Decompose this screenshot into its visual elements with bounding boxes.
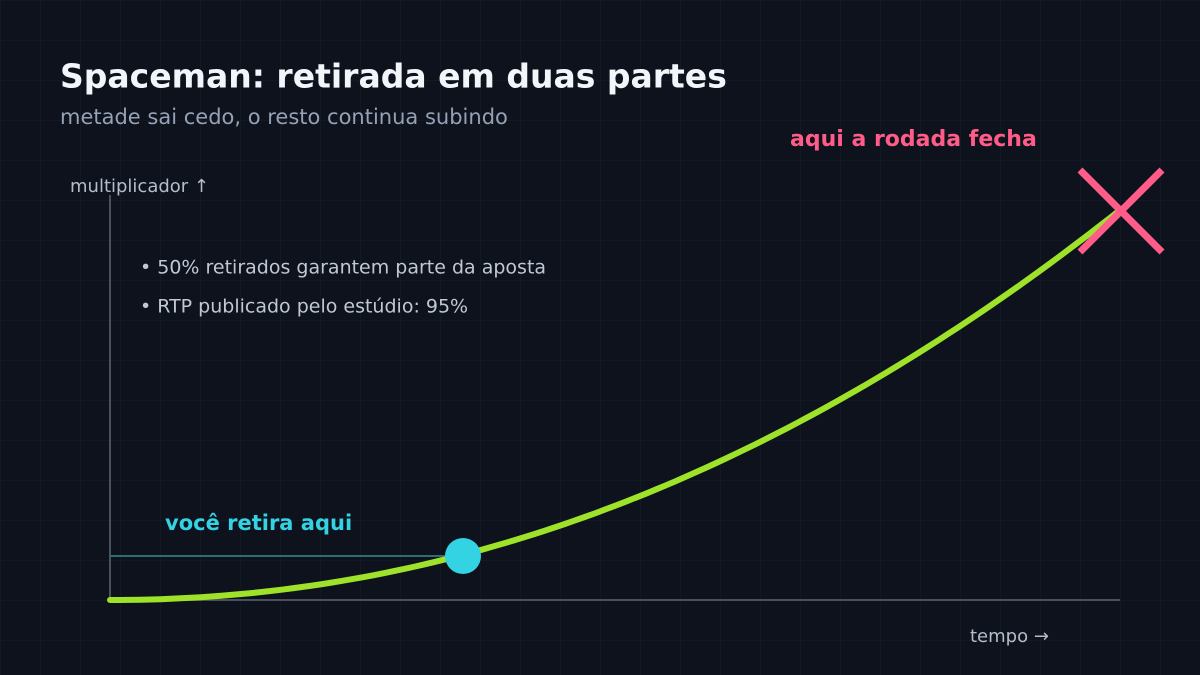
note: • RTP publicado pelo estúdio: 95% [140,296,468,318]
multiplier-curve [107,207,1123,603]
cashout-label: você retira aqui [165,511,352,535]
y-axis-label: multiplicador ↑ [70,176,209,197]
x-axis-label: tempo → [970,626,1049,647]
crash-label: aqui a rodada fecha [790,127,1037,152]
note: • 50% retirados garantem parte da aposta [140,257,546,279]
crash-mark [1077,167,1165,255]
title: Spaceman: retirada em duas partes [60,57,727,96]
subtitle: metade sai cedo, o resto continua subind… [60,105,508,129]
cashout-point [445,538,481,574]
